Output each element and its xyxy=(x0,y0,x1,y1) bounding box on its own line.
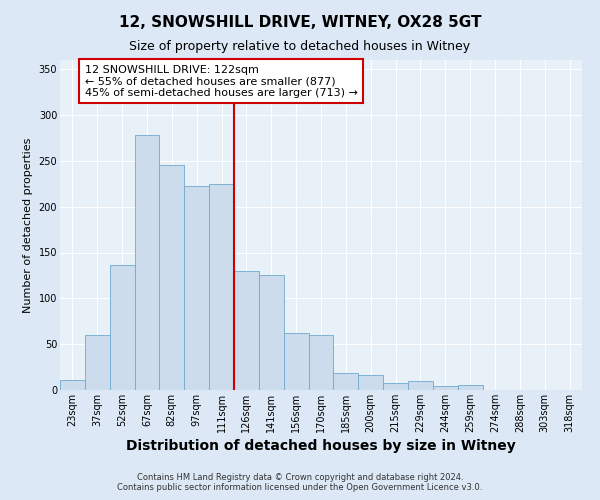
Bar xyxy=(60,380,85,390)
Bar xyxy=(234,271,259,390)
Bar xyxy=(259,276,284,390)
Bar xyxy=(433,386,458,390)
Bar xyxy=(85,335,110,390)
Bar xyxy=(334,372,358,390)
X-axis label: Distribution of detached houses by size in Witney: Distribution of detached houses by size … xyxy=(126,439,516,453)
Y-axis label: Number of detached properties: Number of detached properties xyxy=(23,138,33,312)
Text: 12 SNOWSHILL DRIVE: 122sqm
← 55% of detached houses are smaller (877)
45% of sem: 12 SNOWSHILL DRIVE: 122sqm ← 55% of deta… xyxy=(85,64,358,98)
Text: 12, SNOWSHILL DRIVE, WITNEY, OX28 5GT: 12, SNOWSHILL DRIVE, WITNEY, OX28 5GT xyxy=(119,15,481,30)
Bar xyxy=(308,335,334,390)
Bar xyxy=(358,376,383,390)
Bar xyxy=(209,184,234,390)
Bar xyxy=(184,186,209,390)
Text: Size of property relative to detached houses in Witney: Size of property relative to detached ho… xyxy=(130,40,470,53)
Bar xyxy=(134,135,160,390)
Text: Contains HM Land Registry data © Crown copyright and database right 2024.
Contai: Contains HM Land Registry data © Crown c… xyxy=(118,473,482,492)
Bar xyxy=(383,382,408,390)
Bar xyxy=(110,266,134,390)
Bar xyxy=(408,381,433,390)
Bar xyxy=(458,384,482,390)
Bar xyxy=(160,166,184,390)
Bar xyxy=(284,333,308,390)
